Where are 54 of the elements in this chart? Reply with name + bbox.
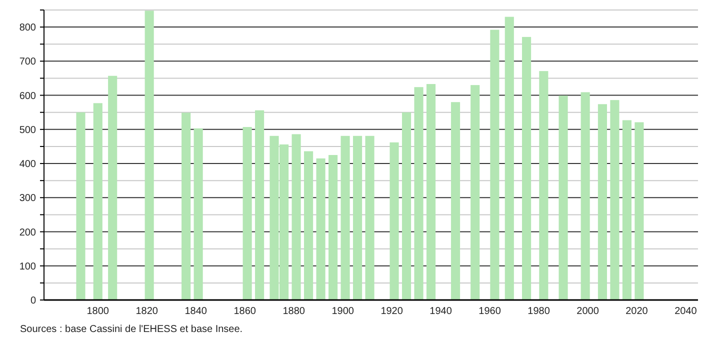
bar xyxy=(352,136,362,300)
y-tick-label: 700 xyxy=(19,56,36,68)
bar xyxy=(76,112,86,300)
x-tick-label: 2000 xyxy=(576,306,600,317)
bar xyxy=(558,96,568,300)
bar xyxy=(194,128,203,300)
x-tick-label: 1960 xyxy=(478,306,502,317)
bar xyxy=(340,136,350,300)
y-tick-label: 200 xyxy=(19,227,36,238)
y-tick-label: 0 xyxy=(30,296,36,306)
y-tick-label: 300 xyxy=(19,193,36,204)
x-tick-label: 1900 xyxy=(332,306,354,317)
bar xyxy=(182,112,191,300)
bar xyxy=(470,85,480,300)
bar xyxy=(93,103,102,300)
bar xyxy=(304,151,314,300)
x-tick-label: 1940 xyxy=(430,306,452,317)
bar xyxy=(316,158,326,300)
bar xyxy=(490,30,500,300)
source-note: Sources : base Cassini de l'EHESS et base Insee. xyxy=(20,324,243,335)
bar xyxy=(634,122,644,300)
x-tick-label: 1820 xyxy=(136,306,158,317)
bar xyxy=(292,134,301,300)
bar xyxy=(426,84,436,300)
y-tick-label: 100 xyxy=(19,261,36,272)
bar xyxy=(402,112,412,300)
bar xyxy=(108,76,118,300)
x-tick-label: 1840 xyxy=(184,306,208,317)
x-tick-label: 1920 xyxy=(380,306,404,317)
y-tick-label: 600 xyxy=(19,90,36,102)
y-tick-label: 500 xyxy=(19,124,36,136)
bar xyxy=(622,120,632,300)
x-tick-label: 2020 xyxy=(626,306,648,317)
x-tick-label: 1980 xyxy=(528,306,550,317)
x-tick-label: 1860 xyxy=(234,306,256,317)
bar xyxy=(522,36,532,300)
bar xyxy=(580,92,590,300)
bar xyxy=(450,102,460,300)
bar xyxy=(242,127,252,300)
bar xyxy=(144,10,154,300)
bar xyxy=(255,110,264,300)
bar xyxy=(390,142,399,300)
bar xyxy=(598,104,608,300)
x-tick-label: 1880 xyxy=(282,306,306,317)
x-tick-label: 1800 xyxy=(86,306,110,317)
bar xyxy=(610,100,620,300)
bar xyxy=(504,16,514,300)
y-tick-label: 800 xyxy=(19,22,36,34)
y-tick-label: 400 xyxy=(19,159,36,170)
bar xyxy=(365,136,374,300)
bar xyxy=(539,71,548,300)
bar xyxy=(328,155,338,300)
bar xyxy=(414,87,424,300)
x-tick-label: 2040 xyxy=(674,306,698,317)
